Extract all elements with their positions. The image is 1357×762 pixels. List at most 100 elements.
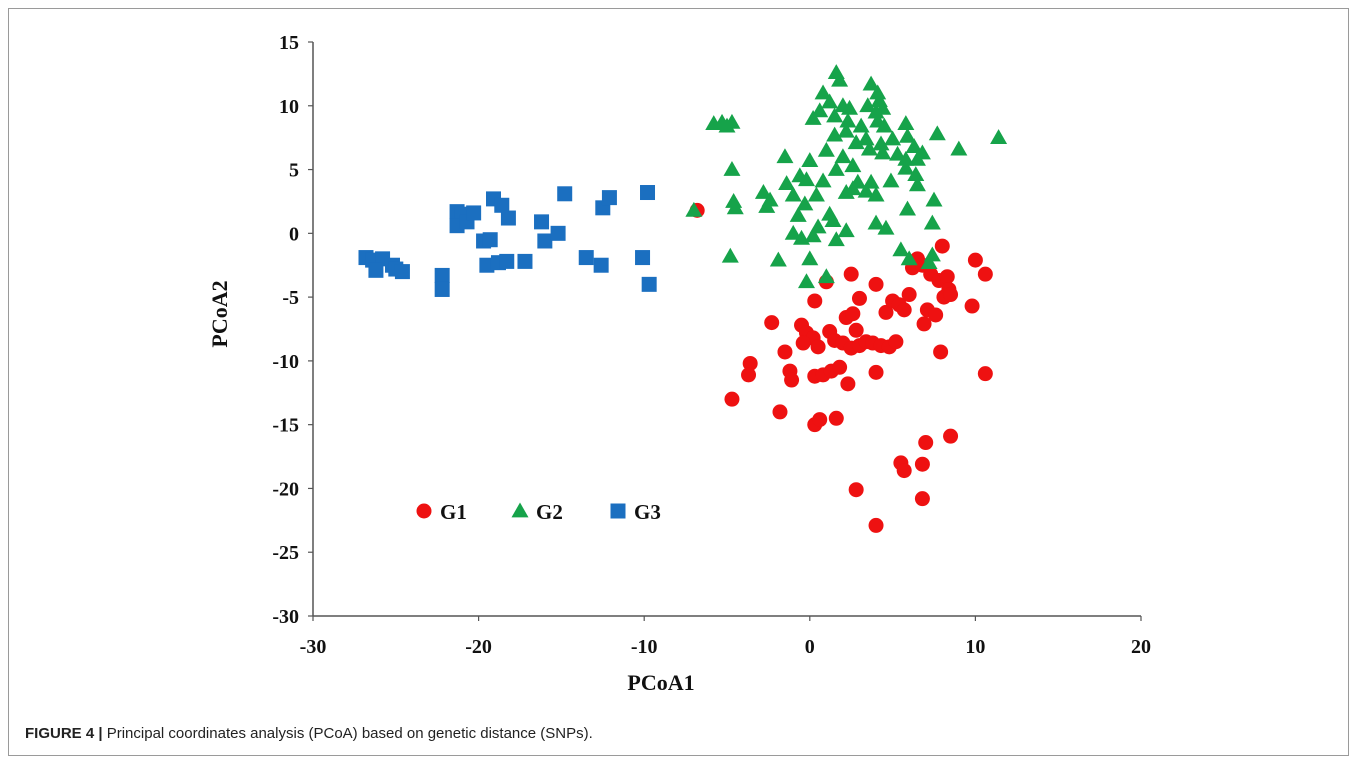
point-g2: [804, 110, 822, 125]
point-g2: [867, 186, 885, 202]
data-points: [358, 64, 1008, 533]
point-g3: [394, 264, 410, 280]
point-g2: [834, 148, 852, 164]
point-g1: [901, 287, 917, 303]
y-tick-label: -15: [272, 415, 299, 437]
point-g3: [466, 205, 482, 221]
point-g1: [845, 306, 861, 322]
point-g2: [837, 122, 855, 138]
y-axis-title: PCoA2: [207, 280, 232, 347]
y-tick-label: -20: [272, 478, 299, 500]
point-g2: [920, 254, 938, 270]
point-g1: [943, 287, 959, 303]
point-g2: [852, 117, 870, 133]
point-g1: [888, 334, 904, 350]
point-g3: [500, 210, 516, 226]
figure-caption-text: Principal coordinates analysis (PCoA) ba…: [102, 725, 593, 742]
point-g2: [824, 212, 842, 227]
point-g2: [837, 222, 855, 238]
y-tick-label: -10: [272, 351, 299, 373]
point-g2: [897, 150, 915, 166]
point-g1: [896, 302, 912, 318]
point-g2: [907, 166, 925, 182]
point-g1: [878, 304, 894, 320]
point-g1: [777, 344, 793, 360]
point-g1: [916, 316, 932, 332]
point-g2: [758, 198, 776, 213]
point-g2: [826, 126, 844, 142]
point-g2: [874, 99, 892, 115]
point-g2: [804, 227, 822, 243]
point-g1: [939, 269, 955, 285]
point-g2: [685, 201, 703, 217]
point-g1: [741, 367, 757, 383]
series-g2: [685, 64, 1008, 289]
point-g1: [977, 266, 993, 282]
point-g1: [851, 290, 867, 306]
point-g2: [723, 113, 741, 129]
point-g3: [593, 257, 609, 273]
point-g2: [899, 127, 917, 143]
point-g2: [875, 117, 893, 133]
point-g1: [828, 410, 844, 426]
y-tick-label: 5: [289, 160, 299, 182]
point-g2: [839, 112, 857, 128]
point-g1: [868, 276, 884, 292]
legend-label-g3: G3: [634, 500, 661, 524]
point-g2: [726, 199, 744, 215]
point-g2: [826, 107, 844, 123]
point-g2: [831, 71, 849, 87]
point-g1: [848, 322, 864, 338]
point-g2: [827, 161, 845, 176]
point-g2: [837, 184, 855, 199]
point-g2: [814, 172, 832, 188]
point-g3: [557, 186, 573, 202]
series-g1: [689, 202, 993, 533]
point-g2: [797, 171, 815, 187]
point-g2: [874, 144, 892, 160]
point-g1: [742, 355, 758, 371]
point-g2: [860, 140, 878, 156]
point-g1: [914, 456, 930, 472]
point-g1: [896, 463, 912, 479]
point-g1: [964, 298, 980, 314]
point-g3: [434, 267, 450, 283]
point-g2: [814, 84, 832, 100]
point-g2: [784, 224, 802, 240]
point-g2: [867, 103, 885, 119]
point-g2: [900, 250, 918, 266]
point-g3: [494, 197, 510, 213]
point-g1: [843, 266, 859, 282]
point-g2: [990, 129, 1008, 145]
point-g2: [925, 191, 943, 207]
point-g1: [914, 491, 930, 507]
point-g2: [892, 241, 910, 257]
point-g2: [928, 125, 946, 141]
legend-marker-g2: [511, 502, 529, 518]
point-g3: [537, 233, 553, 249]
point-g1: [810, 339, 826, 355]
point-g2: [872, 135, 890, 151]
x-axis-title: PCoA1: [627, 670, 694, 695]
point-g2: [923, 214, 941, 230]
point-g2: [908, 150, 926, 166]
point-g3: [550, 225, 566, 241]
point-g2: [882, 172, 900, 188]
point-g2: [841, 99, 859, 115]
legend-marker-g1: [416, 503, 432, 519]
point-g2: [769, 251, 787, 267]
point-g2: [811, 102, 829, 118]
point-g1: [967, 252, 983, 268]
point-g2: [950, 140, 968, 156]
point-g3: [434, 281, 450, 297]
point-g2: [857, 130, 875, 146]
point-g1: [933, 344, 949, 360]
axes: [308, 41, 1142, 621]
point-g1: [840, 376, 856, 392]
point-g2: [827, 231, 845, 247]
x-tick-label: -20: [465, 636, 492, 658]
figure-frame: 15 10 5 0 -5 -10 -15 -20 -25 -30 -30 -20 -10 0 10 20 G1…: [8, 8, 1349, 756]
point-g1: [724, 391, 740, 407]
point-g1: [764, 315, 780, 331]
x-tick-label: -10: [631, 636, 658, 658]
